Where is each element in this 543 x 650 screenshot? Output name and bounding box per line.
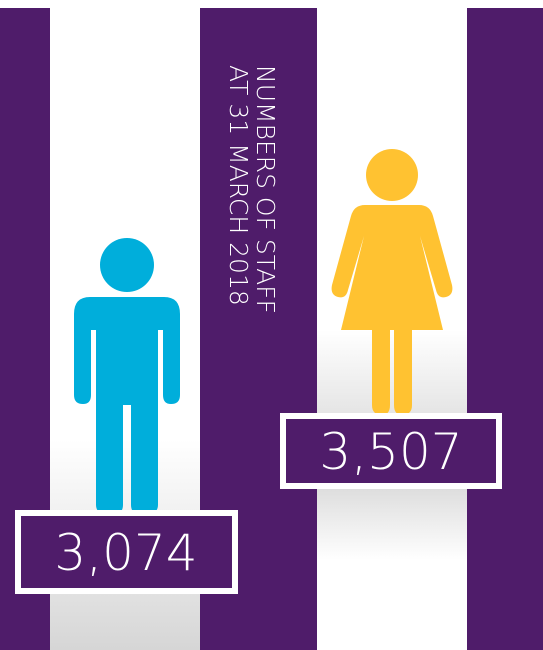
value-box (15, 510, 238, 594)
value-box (280, 413, 502, 489)
male-figure (74, 238, 180, 515)
title: NUMBERS OF STAFF AT 31 MARCH 2018 (224, 65, 280, 314)
title-line: NUMBERS OF STAFF (251, 65, 280, 314)
title-line: AT 31 MARCH 2018 (224, 65, 253, 306)
value: 3,507 (319, 423, 462, 481)
stripe (467, 8, 543, 650)
value: 3,074 (54, 524, 197, 582)
female-figure (331, 149, 453, 415)
